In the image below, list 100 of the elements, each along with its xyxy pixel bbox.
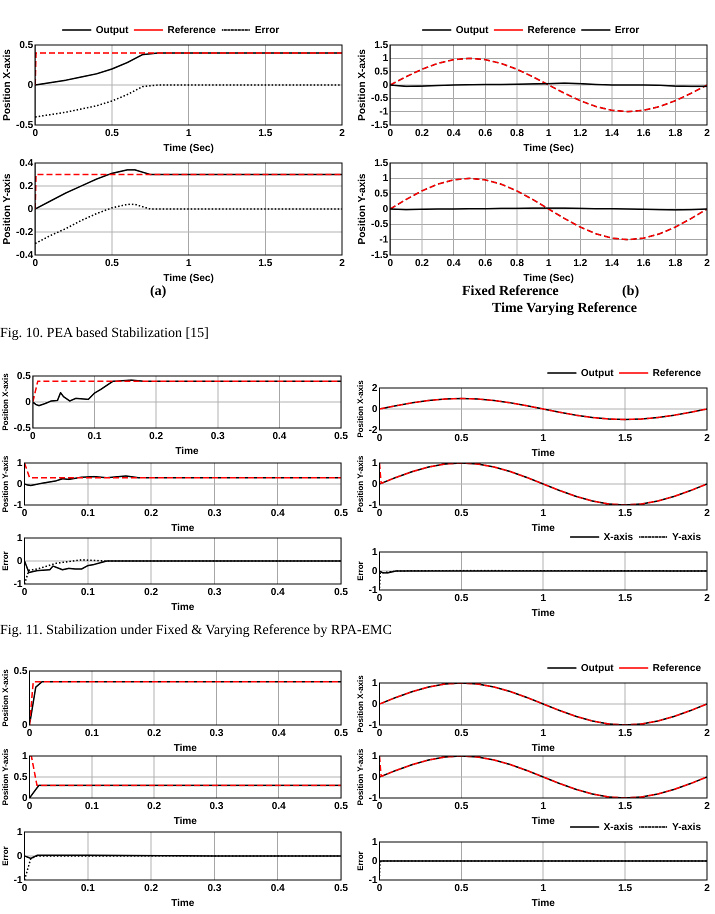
y-tick-label: 0: [22, 792, 28, 804]
legend-label: Reference: [527, 24, 576, 36]
x-tick-label: 0.4: [446, 128, 461, 139]
x-tick-label: 2: [704, 728, 710, 739]
y-tick-label: -1: [379, 234, 389, 246]
y-axis-title: Position Y-axis: [1, 748, 10, 806]
y-tick-label: 0: [372, 772, 378, 783]
y-axis-title: Error: [356, 561, 366, 581]
y-axis-title: Error: [356, 851, 366, 871]
y-axis-title: Position Y-axis: [356, 748, 366, 806]
x-tick-label: 0.6: [478, 128, 493, 139]
x-tick-label: 0.5: [454, 508, 469, 519]
x-tick-label: 0.5: [334, 586, 348, 598]
x-tick-label: 0.5: [104, 128, 120, 139]
legend-label: Output: [456, 24, 490, 36]
x-tick-label: 0.5: [454, 728, 469, 739]
x-axis-title: Time: [174, 816, 198, 827]
y-tick-label: 0.5: [374, 188, 389, 200]
y-tick-label: 0.5: [374, 66, 389, 78]
y-tick-label: 0.5: [14, 772, 28, 783]
x-tick-label: 0.4: [270, 882, 286, 894]
x-axis-title: Time: [171, 602, 195, 613]
y-tick-label: -0.5: [370, 219, 389, 230]
legend-label: Error: [614, 24, 640, 36]
x-tick-label: 1.5: [618, 592, 633, 604]
x-tick-label: 1.5: [258, 258, 273, 269]
x-tick-label: 0.5: [334, 430, 348, 442]
x-tick-label: 0.5: [454, 882, 469, 894]
x-tick-label: 0.2: [414, 128, 430, 139]
y-tick-label: 0: [28, 204, 34, 215]
x-tick-label: 0.3: [207, 586, 222, 598]
y-tick-label: -1: [14, 500, 23, 511]
y-tick-label: 0: [372, 856, 378, 867]
y-tick-label: 1: [382, 53, 389, 64]
x-tick-label: 0.8: [510, 128, 524, 139]
text: (a): [150, 284, 166, 300]
x-tick-label: 0.2: [144, 508, 158, 519]
x-tick-label: 0.2: [147, 800, 162, 812]
legend-label: Error: [254, 24, 280, 36]
text: Time Varying Reference: [492, 301, 637, 317]
legend-label: Output: [580, 368, 614, 379]
y-tick-label: -1: [368, 720, 378, 731]
x-tick-label: 0.3: [209, 800, 224, 812]
x-tick-label: 0.1: [84, 728, 100, 739]
x-axis-title: Time (Sec): [163, 272, 214, 284]
x-tick-label: 0.5: [454, 432, 469, 444]
x-tick-label: 2: [704, 800, 710, 812]
y-axis-title: Position Y-axis: [356, 173, 368, 244]
x-tick-label: 0.5: [334, 728, 348, 739]
x-tick-label: 1.5: [618, 728, 633, 739]
y-tick-label: 0.5: [14, 666, 28, 677]
y-axis-title: Position X-axis: [2, 48, 13, 121]
x-tick-label: 0.8: [510, 258, 524, 269]
y-tick-label: 0.5: [16, 370, 32, 382]
x-tick-label: 2: [704, 882, 710, 894]
y-tick-label: -1: [368, 874, 378, 886]
y-tick-label: -1: [368, 792, 378, 804]
y-tick-label: 0.2: [19, 180, 34, 192]
x-tick-label: 0.1: [88, 430, 102, 442]
y-tick-label: -1: [368, 584, 378, 596]
x-tick-label: 0.5: [334, 882, 348, 894]
x-tick-label: 1.5: [618, 508, 633, 519]
y-axis-title: Position Y-axis: [356, 455, 366, 512]
legend-label: Reference: [652, 368, 702, 379]
y-axis-title: Position Y-axis: [2, 173, 13, 244]
x-axis-title: Time: [532, 448, 556, 459]
y-tick-label: -1: [14, 578, 23, 590]
x-tick-label: 2: [704, 508, 710, 519]
y-tick-label: 1.5: [374, 158, 389, 169]
x-tick-label: 0.5: [454, 800, 469, 812]
x-tick-label: 0.2: [144, 586, 158, 598]
x-tick-label: 1: [546, 258, 552, 269]
y-tick-label: 1: [372, 458, 378, 469]
x-tick-label: 1: [186, 128, 192, 139]
x-tick-label: 1: [540, 882, 546, 894]
y-tick-label: 1: [16, 826, 23, 838]
x-tick-label: 0.2: [414, 258, 430, 269]
x-tick-label: 0.2: [144, 882, 158, 894]
y-tick-label: 0: [372, 698, 378, 710]
y-tick-label: 2: [372, 382, 378, 394]
y-tick-label: 0: [22, 720, 28, 731]
y-tick-label: -0.4: [16, 250, 34, 261]
x-axis-title: Time: [532, 608, 556, 619]
legend-label: Y-axis: [672, 532, 702, 543]
x-tick-label: 0.4: [446, 258, 461, 269]
x-tick-label: 1.6: [636, 258, 652, 269]
x-tick-label: 1.5: [618, 882, 633, 894]
y-tick-label: -1.5: [370, 120, 389, 131]
x-tick-label: 1: [546, 128, 552, 139]
x-tick-label: 0.3: [210, 430, 226, 442]
x-tick-label: 2: [704, 432, 710, 444]
x-tick-label: 1.2: [573, 128, 588, 139]
x-tick-label: 0.5: [334, 800, 348, 812]
x-tick-label: 2: [704, 128, 710, 139]
x-tick-label: 1: [540, 508, 546, 519]
x-tick-label: 1.4: [605, 128, 620, 139]
y-tick-label: 0.5: [19, 40, 34, 51]
x-axis-title: Time (Sec): [523, 142, 574, 154]
y-tick-label: -2: [368, 424, 378, 436]
y-axis-title: Position X-axis: [356, 380, 366, 438]
